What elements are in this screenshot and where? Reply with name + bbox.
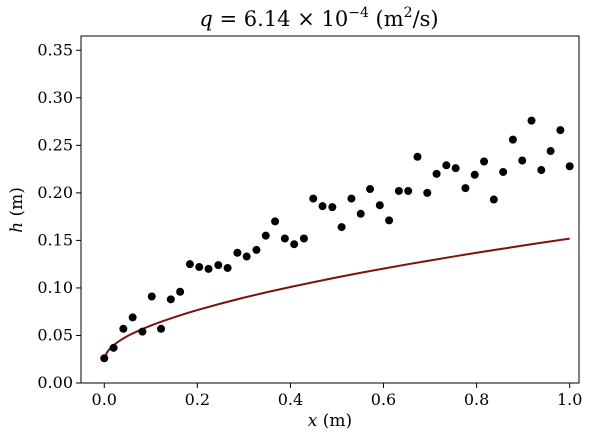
data-point: [565, 162, 574, 171]
data-point: [157, 324, 166, 333]
data-point: [195, 263, 204, 272]
x-axis-label: x (m): [308, 411, 352, 431]
x-axis: 0.0 0.2 0.4 0.6 0.8 1.0: [92, 383, 582, 409]
y-tick-label: 0.25: [37, 135, 73, 154]
y-tick-label: 0.20: [37, 183, 73, 202]
data-point: [204, 264, 213, 273]
chart-title: q = 6.14 × 10−4 (m2/s): [199, 5, 438, 31]
data-point: [432, 169, 441, 178]
data-point: [442, 161, 451, 170]
data-point: [375, 201, 384, 210]
data-point: [166, 295, 175, 304]
fit-line: [103, 237, 570, 361]
y-tick-label: 0.35: [37, 40, 73, 59]
plot-frame: [80, 35, 580, 384]
data-point: [309, 194, 318, 203]
y-tick-label: 0.10: [37, 278, 73, 297]
x-tick-label: 0.6: [371, 390, 396, 409]
x-axis-label-unit: (m): [317, 411, 352, 431]
data-point: [385, 216, 394, 225]
data-point: [138, 327, 147, 336]
data-point: [214, 261, 223, 270]
title-equals: = 6.14 × 10: [213, 7, 348, 31]
title-unit-open: (m: [369, 7, 404, 31]
data-point: [147, 292, 156, 301]
x-tick-label: 0.2: [185, 390, 210, 409]
x-tick-label: 0.4: [278, 390, 303, 409]
x-axis-label-var: x: [308, 411, 318, 431]
data-point: [328, 203, 337, 212]
data-point: [413, 152, 422, 161]
data-point: [290, 240, 299, 249]
x-tick-label: 0.0: [92, 390, 117, 409]
title-var: q: [199, 7, 212, 31]
data-point: [271, 217, 280, 226]
data-point: [261, 231, 270, 240]
data-point: [223, 263, 232, 272]
title-unit-exponent: 2: [404, 5, 413, 21]
plot-area: [100, 116, 574, 363]
data-point: [280, 234, 289, 243]
data-point: [508, 135, 517, 144]
title-exponent: −4: [348, 5, 369, 21]
data-point: [366, 185, 375, 194]
data-point: [356, 209, 365, 218]
data-point: [252, 245, 261, 254]
data-point: [546, 147, 555, 156]
title-unit-close: /s): [413, 7, 439, 31]
data-point: [109, 343, 118, 352]
data-point: [337, 223, 346, 232]
x-tick-label: 1.0: [557, 390, 582, 409]
y-tick-label: 0.00: [37, 373, 73, 392]
data-point: [489, 195, 498, 204]
data-point: [233, 248, 242, 257]
data-point: [470, 170, 479, 179]
y-axis-label: h (m): [7, 187, 27, 233]
y-tick-label: 0.15: [37, 230, 73, 249]
data-point: [527, 116, 536, 125]
data-point: [299, 234, 308, 243]
data-point: [461, 184, 470, 193]
data-point: [347, 194, 356, 203]
data-point: [394, 186, 403, 195]
data-point: [242, 252, 251, 261]
data-point: [185, 260, 194, 269]
data-point: [404, 186, 413, 195]
data-point: [451, 164, 460, 173]
data-point: [318, 202, 327, 211]
data-point: [518, 156, 527, 165]
y-axis-label-var: h: [7, 222, 27, 233]
data-point: [556, 126, 565, 135]
data-point: [423, 188, 432, 197]
data-point: [100, 354, 109, 363]
data-point: [499, 167, 508, 176]
x-tick-label: 0.8: [464, 390, 489, 409]
y-tick-label: 0.30: [37, 88, 73, 107]
y-axis: 0.00 0.05 0.10 0.15 0.20 0.25 0.30 0.35: [37, 40, 81, 392]
data-point: [176, 287, 185, 296]
data-point: [537, 166, 546, 175]
data-point: [119, 324, 128, 333]
data-point: [128, 313, 137, 322]
y-axis-label-unit: (m): [7, 187, 27, 222]
data-point: [480, 157, 489, 166]
y-tick-label: 0.05: [37, 325, 73, 344]
